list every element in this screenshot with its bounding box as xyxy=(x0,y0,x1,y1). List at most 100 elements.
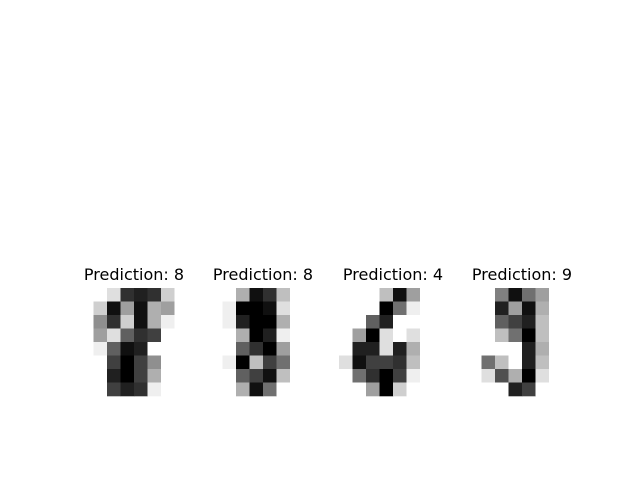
panel-3-pixel-r0-c2 xyxy=(366,288,380,302)
panel-3-pixel-r3-c7 xyxy=(433,328,448,343)
panel-4-pixel-r2-c5 xyxy=(535,315,550,329)
panel-1-pixel-r2-c5 xyxy=(147,315,162,329)
panel-3-pixel-r1-c0 xyxy=(339,301,353,316)
panel-1-pixel-r1-c7 xyxy=(174,301,189,316)
panel-2-pixel-r6-c3 xyxy=(249,369,264,383)
panel-4-pixel-r4-c7 xyxy=(562,342,577,356)
panel-3-pixel-r1-c3 xyxy=(379,301,394,316)
panel-3-pixel-r7-c7 xyxy=(433,382,448,397)
panel-2-pixel-r3-c0 xyxy=(209,328,223,343)
panel-4-pixel-r1-c5 xyxy=(535,301,550,316)
panel-3-pixel-r6-c6 xyxy=(420,369,434,383)
panel-1-pixel-r1-c3 xyxy=(120,301,135,316)
panel-1-pixel-r6-c2 xyxy=(107,369,121,383)
panel-4-pixel-r7-c7 xyxy=(562,382,577,397)
panel-2-pixel-r0-c0 xyxy=(209,288,223,302)
panel-2-pixel-r4-c2 xyxy=(236,342,250,356)
panel-3-pixel-r6-c5 xyxy=(406,369,421,383)
panel-1-pixel-r1-c1 xyxy=(93,301,108,316)
panel-1-pixel-r6-c7 xyxy=(174,369,189,383)
panel-1-pixel-r5-c2 xyxy=(107,355,121,370)
panel-3-pixel-r4-c3 xyxy=(379,342,394,356)
panel-2-pixel-r1-c7 xyxy=(303,301,318,316)
panel-2-pixel-r1-c4 xyxy=(263,301,277,316)
panel-3-pixel-r1-c7 xyxy=(433,301,448,316)
panel-3-pixel-r3-c6 xyxy=(420,328,434,343)
panel-4-pixel-r4-c6 xyxy=(549,342,563,356)
panel-1-pixel-r3-c3 xyxy=(120,328,135,343)
panel-2-pixel-r7-c3 xyxy=(249,382,264,397)
panel-2-title: Prediction: 8 xyxy=(213,265,313,284)
panel-2-pixel-r2-c2 xyxy=(236,315,250,329)
panel-1-pixel-r2-c1 xyxy=(93,315,108,329)
panel-1-pixel-r2-c6 xyxy=(161,315,175,329)
panel-4-pixel-r0-c3 xyxy=(508,288,523,302)
panel-2-pixel-r1-c1 xyxy=(222,301,237,316)
panel-3-pixel-r5-c2 xyxy=(366,355,380,370)
panel-2-pixel-r1-c0 xyxy=(209,301,223,316)
panel-2-pixel-r3-c2 xyxy=(236,328,250,343)
panel-3-pixel-r0-c5 xyxy=(406,288,421,302)
panel-3-pixel-r7-c4 xyxy=(393,382,407,397)
panel-4-pixel-r3-c2 xyxy=(495,328,509,343)
panel-3-pixel-r7-c5 xyxy=(406,382,421,397)
panel-3-pixel-r3-c5 xyxy=(406,328,421,343)
panel-2-pixel-r4-c6 xyxy=(290,342,304,356)
panel-3-pixel-r4-c2 xyxy=(366,342,380,356)
panel-3-pixel-r3-c2 xyxy=(366,328,380,343)
panel-3-pixel-r1-c4 xyxy=(393,301,407,316)
panel-1-pixel-r0-c1 xyxy=(93,288,108,302)
panel-3-pixel-r2-c1 xyxy=(352,315,367,329)
panel-1-pixel-r2-c4 xyxy=(134,315,148,329)
panel-2-pixel-r5-c3 xyxy=(249,355,264,370)
panel-2-pixel-r0-c1 xyxy=(222,288,237,302)
panel-4-pixel-r2-c4 xyxy=(522,315,536,329)
panel-4-pixel-r0-c2 xyxy=(495,288,509,302)
panel-3-pixel-r0-c4 xyxy=(393,288,407,302)
panel-4-pixel-r2-c2 xyxy=(495,315,509,329)
panel-3-pixel-r2-c3 xyxy=(379,315,394,329)
panel-4-pixel-r5-c2 xyxy=(495,355,509,370)
panel-1-pixel-r1-c5 xyxy=(147,301,162,316)
panel-4-pixel-r4-c0 xyxy=(468,342,482,356)
panel-3-pixel-r2-c5 xyxy=(406,315,421,329)
panel-2-pixel-r0-c4 xyxy=(263,288,277,302)
panel-4-pixel-r0-c5 xyxy=(535,288,550,302)
panel-1-title: Prediction: 8 xyxy=(84,265,184,284)
panel-4-pixel-r4-c4 xyxy=(522,342,536,356)
panel-2-pixel-r0-c6 xyxy=(290,288,304,302)
panel-1-pixel-r0-c7 xyxy=(174,288,189,302)
panel-2-pixel-r2-c1 xyxy=(222,315,237,329)
panel-2-pixel-r3-c7 xyxy=(303,328,318,343)
panel-4-pixel-r4-c1 xyxy=(481,342,496,356)
panel-4-image xyxy=(468,288,577,397)
panel-3-pixel-r0-c0 xyxy=(339,288,353,302)
panel-2-pixel-r0-c2 xyxy=(236,288,250,302)
panel-1-pixel-r7-c3 xyxy=(120,382,135,397)
panel-3-pixel-r7-c0 xyxy=(339,382,353,397)
panel-2-pixel-r4-c5 xyxy=(276,342,291,356)
panel-1-pixel-r5-c5 xyxy=(147,355,162,370)
panel-1-pixel-r1-c4 xyxy=(134,301,148,316)
panel-2-pixel-r7-c4 xyxy=(263,382,277,397)
panel-1-pixel-r6-c1 xyxy=(93,369,108,383)
panel-4-pixel-r7-c0 xyxy=(468,382,482,397)
panel-3-pixel-r3-c4 xyxy=(393,328,407,343)
panel-2-pixel-r6-c2 xyxy=(236,369,250,383)
panel-3-pixel-r3-c3 xyxy=(379,328,394,343)
panel-1-pixel-r0-c3 xyxy=(120,288,135,302)
panel-1-pixel-r6-c6 xyxy=(161,369,175,383)
panel-1-pixel-r6-c3 xyxy=(120,369,135,383)
panel-3-pixel-r6-c1 xyxy=(352,369,367,383)
panel-2-pixel-r0-c5 xyxy=(276,288,291,302)
panel-4-pixel-r3-c0 xyxy=(468,328,482,343)
panel-3-pixel-r2-c6 xyxy=(420,315,434,329)
panel-1-pixel-r1-c6 xyxy=(161,301,175,316)
panel-1-pixel-r3-c0 xyxy=(80,328,94,343)
panel-1-pixel-r4-c2 xyxy=(107,342,121,356)
panel-1-pixel-r0-c2 xyxy=(107,288,121,302)
panel-2-pixel-r5-c7 xyxy=(303,355,318,370)
panel-1-pixel-r0-c4 xyxy=(134,288,148,302)
